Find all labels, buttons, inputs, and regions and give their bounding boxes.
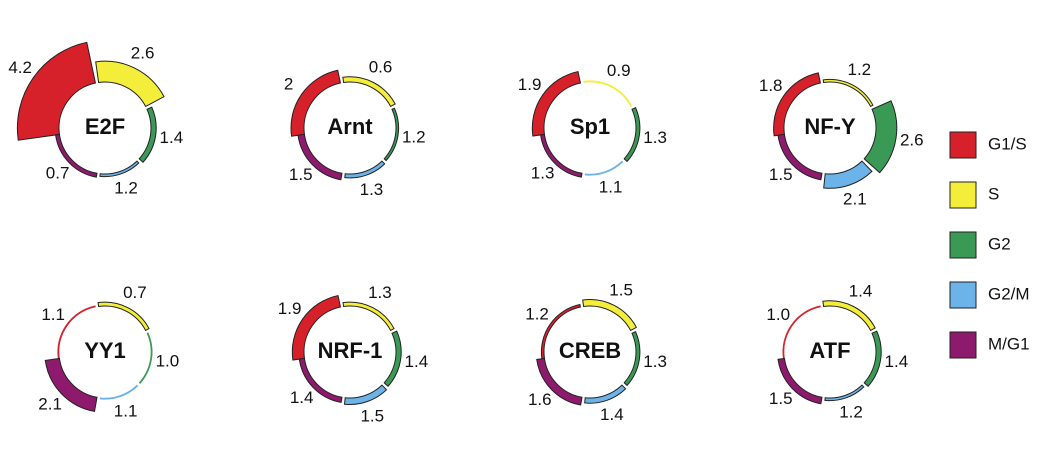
segment [782, 305, 821, 359]
segment [95, 60, 165, 108]
value-label: 2.1 [843, 190, 867, 209]
value-label: 2 [284, 74, 293, 93]
segment [44, 357, 98, 412]
segment [383, 107, 400, 162]
segment [582, 299, 638, 332]
value-label: 1.3 [643, 128, 667, 147]
segment [57, 305, 96, 359]
value-label: 1.4 [885, 352, 909, 371]
value-label: 1.6 [528, 390, 552, 409]
segment [343, 384, 388, 405]
segment [342, 76, 396, 108]
value-label: 1.4 [160, 128, 184, 147]
segment [291, 294, 342, 361]
value-label: 1.5 [609, 280, 633, 299]
segment [583, 80, 633, 107]
chart-title: CREB [559, 338, 621, 363]
value-label: 1.4 [405, 352, 429, 371]
chart-title: Sp1 [570, 114, 610, 139]
legend-label: M/G1 [988, 334, 1030, 353]
segment [824, 384, 865, 402]
segment [773, 72, 822, 137]
segment [623, 331, 641, 387]
segment [138, 332, 153, 385]
value-label: 1.3 [531, 163, 555, 182]
value-label: 1.9 [278, 299, 302, 318]
legend-label: G1/S [988, 134, 1027, 153]
value-label: 1.1 [41, 305, 65, 324]
value-label: 1.5 [360, 406, 384, 425]
segment [536, 357, 583, 406]
segment [342, 301, 395, 332]
segment [99, 384, 139, 400]
segment [531, 70, 582, 137]
segment [623, 107, 641, 163]
legend-label: G2 [988, 234, 1011, 253]
legend-swatch [949, 281, 977, 309]
value-label: 1.4 [290, 388, 314, 407]
chart-title: YY1 [84, 338, 126, 363]
value-label: 0.9 [607, 61, 631, 80]
value-label: 1.4 [849, 282, 873, 301]
value-label: 1.2 [114, 179, 138, 198]
value-label: 1.5 [289, 165, 313, 184]
segment [584, 384, 627, 404]
value-label: 1.8 [759, 76, 783, 95]
legend-label: G2/M [988, 284, 1030, 303]
value-label: 1.1 [114, 401, 138, 420]
value-label: 1.0 [766, 305, 790, 324]
value-label: 1.4 [600, 405, 624, 424]
segment [822, 78, 874, 108]
value-label: 2.6 [900, 130, 924, 149]
segment [344, 160, 386, 179]
value-label: 1.2 [525, 304, 549, 323]
segment [97, 301, 150, 332]
value-label: 1.3 [643, 352, 667, 371]
segment [383, 330, 402, 387]
chart-title: NF-Y [804, 114, 856, 139]
value-label: 0.7 [123, 283, 147, 302]
value-label: 1.2 [839, 403, 863, 422]
value-label: 1.1 [599, 177, 623, 196]
legend-swatch [949, 131, 977, 159]
value-label: 2.6 [131, 44, 155, 63]
chart-title: Arnt [327, 114, 373, 139]
segment [290, 69, 342, 137]
segment [777, 133, 823, 181]
value-label: 1.5 [769, 165, 793, 184]
segment [138, 106, 157, 163]
segment [55, 133, 98, 178]
value-label: 1.3 [360, 180, 384, 199]
value-label: 1.3 [368, 283, 392, 302]
value-label: 4.2 [8, 58, 32, 77]
segment [823, 160, 873, 189]
value-label: 0.7 [46, 163, 70, 182]
segment [297, 133, 343, 181]
chart-title: NRF-1 [318, 338, 383, 363]
value-label: 1.2 [848, 60, 872, 79]
segment [540, 303, 582, 360]
chart-title: ATF [809, 338, 850, 363]
value-label: 1.2 [402, 128, 426, 147]
segment [99, 160, 140, 178]
value-label: 1.0 [156, 351, 180, 370]
value-label: 1.5 [769, 389, 793, 408]
legend-swatch [949, 231, 977, 259]
segment [584, 160, 624, 176]
value-label: 2.1 [38, 394, 62, 413]
legend-swatch [949, 331, 977, 359]
segment [540, 133, 583, 178]
value-label: 1.9 [518, 75, 542, 94]
segment [863, 330, 882, 387]
chart-title: E2F [85, 114, 125, 139]
segment [16, 41, 97, 141]
segment [298, 357, 343, 404]
value-label: 0.6 [369, 58, 393, 77]
segment [822, 300, 876, 332]
legend-label: S [988, 184, 999, 203]
segment [777, 357, 823, 405]
legend-swatch [949, 181, 977, 209]
segment [863, 100, 898, 174]
